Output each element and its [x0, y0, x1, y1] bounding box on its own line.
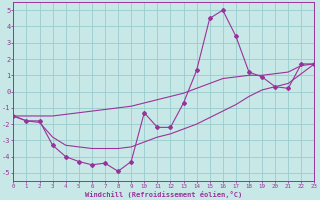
- X-axis label: Windchill (Refroidissement éolien,°C): Windchill (Refroidissement éolien,°C): [85, 191, 243, 198]
